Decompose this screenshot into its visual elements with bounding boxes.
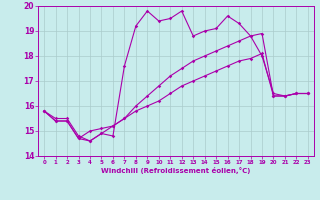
- X-axis label: Windchill (Refroidissement éolien,°C): Windchill (Refroidissement éolien,°C): [101, 167, 251, 174]
